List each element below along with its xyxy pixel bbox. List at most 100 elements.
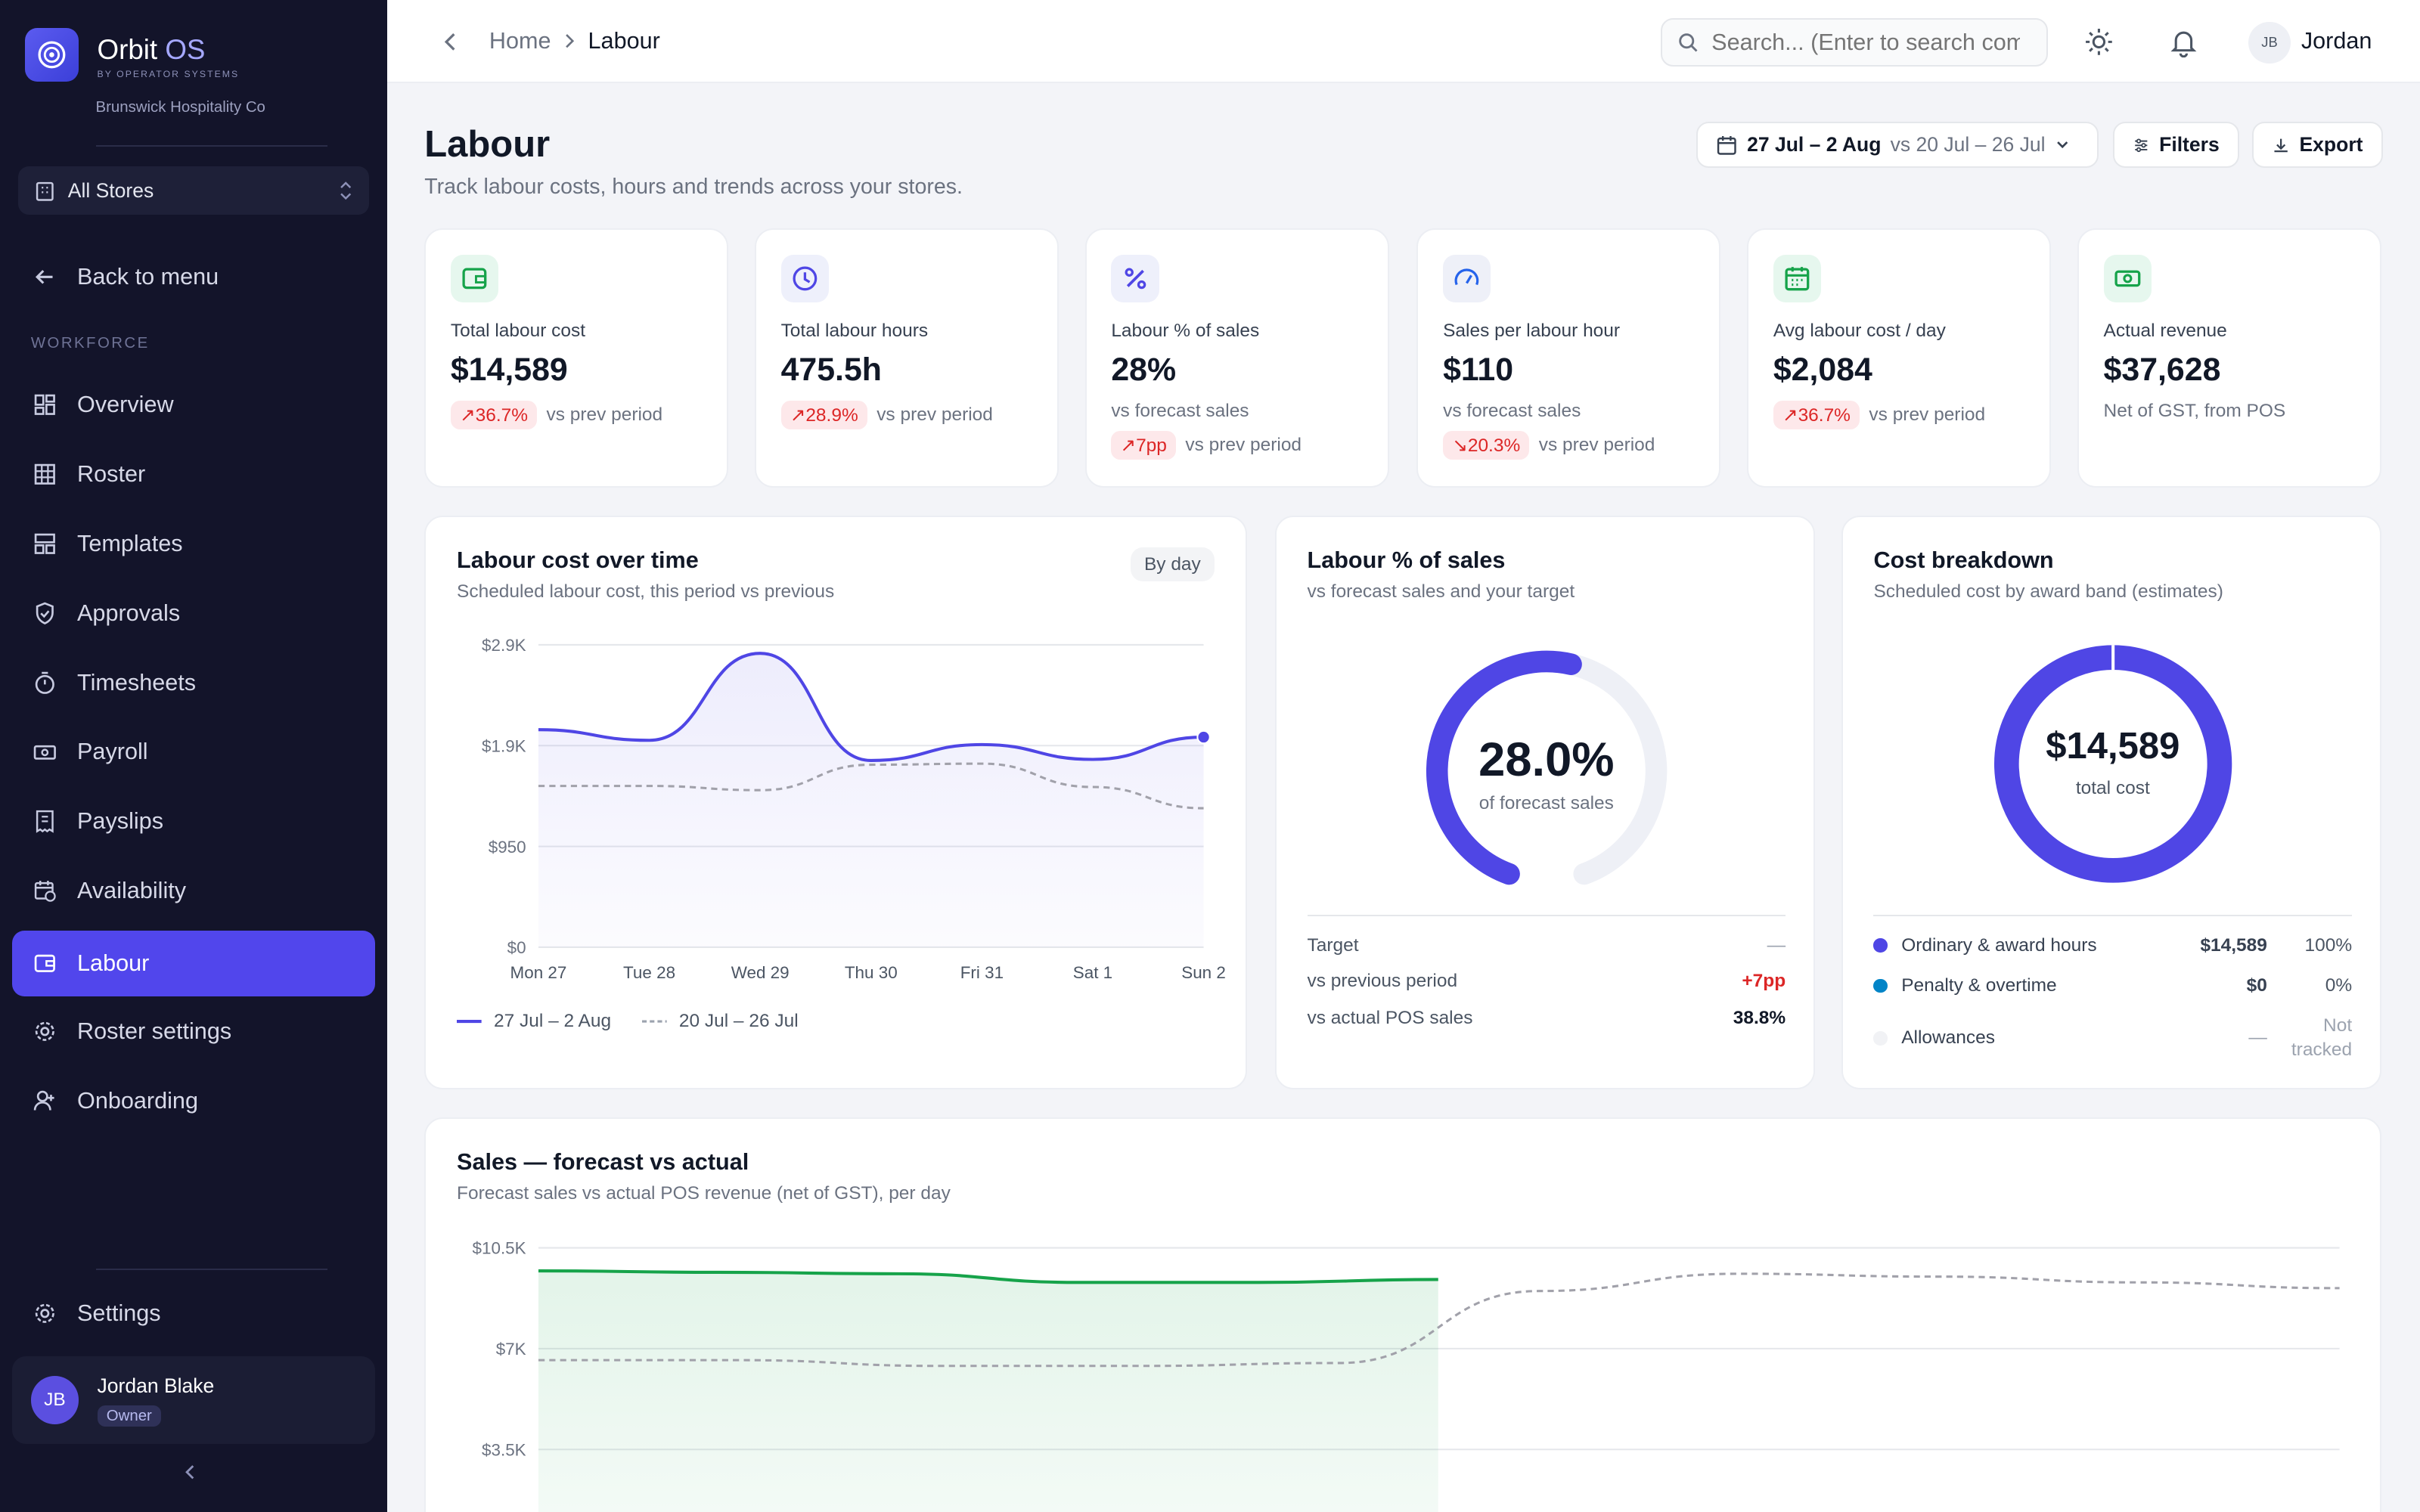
sidebar-item-label: Timesheets	[77, 669, 197, 696]
kpi-line2: vs forecast sales	[1443, 400, 1581, 421]
wallet-icon	[450, 254, 499, 302]
nav-section-workforce: WORKFORCE	[30, 334, 150, 352]
stopwatch-icon	[31, 669, 59, 697]
back-button[interactable]	[440, 28, 462, 62]
sidebar-item-settings[interactable]: Settings	[12, 1281, 375, 1347]
clock-icon	[780, 254, 829, 302]
sidebar-item-availability[interactable]: Availability	[12, 858, 375, 925]
kpi-total-labour-hours: Total labour hours 475.5h ↗28.9% vs prev …	[754, 228, 1059, 488]
kpi-value: 28%	[1111, 351, 1177, 388]
stat-row-actual-pos: vs actual POS sales 38.8%	[1307, 1007, 1786, 1028]
kpi-label: Avg labour cost / day	[1773, 321, 1946, 342]
y-tick-label: $2.9K	[482, 636, 526, 655]
user-card[interactable]: JB Jordan Blake Owner	[12, 1356, 375, 1445]
sidebar-item-overview[interactable]: Overview	[12, 372, 375, 438]
receipt-icon	[31, 807, 59, 835]
layout-icon	[31, 530, 59, 558]
user-plus-icon	[31, 1087, 59, 1115]
calendar-icon	[1773, 254, 1822, 302]
sidebar-item-label: Approvals	[77, 600, 181, 626]
search-box[interactable]	[1660, 18, 2049, 67]
topbar-user-name[interactable]: Jordan	[2301, 27, 2372, 54]
date-range-picker[interactable]: 27 Jul – 2 Aug vs 20 Jul – 26 Jul	[1696, 122, 2099, 169]
sidebar-item-label: Availability	[77, 878, 187, 904]
sidebar-item-payroll[interactable]: Payroll	[12, 719, 375, 785]
notifications-button[interactable]	[2168, 26, 2199, 64]
store-select-label: All Stores	[67, 178, 154, 202]
chevron-left-icon	[444, 33, 455, 51]
sidebar-item-label: Payroll	[77, 739, 148, 765]
sidebar-item-templates[interactable]: Templates	[12, 511, 375, 578]
card-subtitle: Forecast sales vs actual POS revenue (ne…	[457, 1183, 951, 1204]
sidebar-item-roster-settings[interactable]: Roster settings	[12, 998, 375, 1064]
chevron-updown-icon	[340, 181, 352, 200]
back-to-menu[interactable]: Back to menu	[12, 243, 375, 310]
sidebar-item-onboarding[interactable]: Onboarding	[12, 1067, 375, 1134]
store-select[interactable]: All Stores	[18, 166, 369, 215]
sidebar-item-roster[interactable]: Roster	[12, 442, 375, 508]
export-button[interactable]: Export	[2251, 122, 2383, 169]
breadcrumb-home[interactable]: Home	[489, 27, 551, 54]
calendar-clock-icon	[31, 877, 59, 905]
kpi-note: vs prev period	[1185, 435, 1302, 456]
kpi-note: vs prev period	[876, 404, 993, 426]
orbit-logo-icon[interactable]	[24, 27, 79, 82]
avatar[interactable]: JB	[2248, 21, 2291, 64]
sidebar-item-labour[interactable]: Labour	[12, 930, 375, 997]
gear-icon	[31, 1300, 59, 1328]
divider	[1873, 915, 2353, 917]
kpi-actual-revenue: Actual revenue $37,628 Net of GST, from …	[2077, 228, 2381, 488]
card-subtitle: Scheduled cost by award band (estimates)	[1873, 581, 2223, 603]
labour-pct-card: Labour % of sales vs forecast sales and …	[1274, 515, 1815, 1089]
trend-badge: ↗36.7%	[1773, 400, 1860, 430]
role-badge: Owner	[97, 1405, 162, 1427]
grid-icon	[31, 391, 59, 419]
chart-legend: 27 Jul – 2 Aug 20 Jul – 26 Jul	[457, 1011, 799, 1032]
x-tick-label: Sun 2	[1181, 963, 1226, 982]
sidebar-item-approvals[interactable]: Approvals	[12, 580, 375, 646]
percent-icon	[1111, 254, 1159, 302]
calendar-icon	[1717, 135, 1737, 155]
y-tick-label: $1.9K	[482, 736, 526, 755]
gauge-label: of forecast sales	[1478, 792, 1614, 813]
donut-total: $14,589	[2046, 726, 2180, 767]
kpi-label: Total labour cost	[450, 321, 586, 342]
arrow-left-icon	[31, 263, 59, 291]
gear-icon	[31, 1018, 59, 1046]
sales-forecast-chart: $3.5K $7K $10.5K	[473, 1239, 2340, 1512]
series-line-forecast	[538, 1272, 2340, 1368]
kpi-total-labour-cost: Total labour cost $14,589 ↗36.7% vs prev …	[424, 228, 729, 488]
card-title: Cost breakdown	[1873, 547, 2054, 574]
search-input[interactable]	[1711, 29, 2021, 56]
kpi-line2: Net of GST, from POS	[2103, 400, 2286, 421]
kpi-value: 475.5h	[780, 351, 882, 388]
topbar: Home Labour JB Jordan	[387, 0, 2420, 84]
kpi-label: Labour % of sales	[1111, 321, 1260, 342]
theme-toggle-button[interactable]	[2083, 26, 2114, 64]
series-line-current	[538, 652, 1204, 763]
series-area-current	[538, 653, 1204, 947]
sidebar: Orbit OS BY OPERATOR SYSTEMS Brunswick H…	[0, 0, 388, 1512]
by-day-toggle[interactable]: By day	[1130, 547, 1215, 581]
page-subtitle: Track labour costs, hours and trends acr…	[424, 174, 963, 199]
kpi-label: Actual revenue	[2103, 321, 2227, 342]
filters-button[interactable]: Filters	[2112, 122, 2240, 169]
brand: Orbit OS BY OPERATOR SYSTEMS	[24, 27, 240, 82]
sidebar-item-payslips[interactable]: Payslips	[12, 789, 375, 855]
table-icon	[31, 460, 59, 488]
compare-range-label: vs 20 Jul – 26 Jul	[1890, 133, 2046, 156]
wallet-icon	[31, 950, 59, 978]
divider	[1307, 915, 1786, 917]
sidebar-item-timesheets[interactable]: Timesheets	[12, 649, 375, 716]
trend-badge: ↗28.9%	[780, 400, 867, 430]
collapse-sidebar-button[interactable]	[182, 1463, 197, 1488]
sales-forecast-card: Sales — forecast vs actual Forecast sale…	[424, 1117, 2381, 1512]
x-tick-label: Tue 28	[623, 963, 675, 982]
y-tick-label: $3.5K	[482, 1441, 526, 1460]
kpi-label: Sales per labour hour	[1443, 321, 1621, 342]
stat-row-target: Target —	[1307, 934, 1786, 956]
sidebar-item-label: Overview	[77, 392, 174, 418]
sidebar-item-label: Payslips	[77, 808, 163, 835]
kpi-note: vs prev period	[546, 404, 663, 426]
app-tagline: BY OPERATOR SYSTEMS	[97, 68, 240, 79]
